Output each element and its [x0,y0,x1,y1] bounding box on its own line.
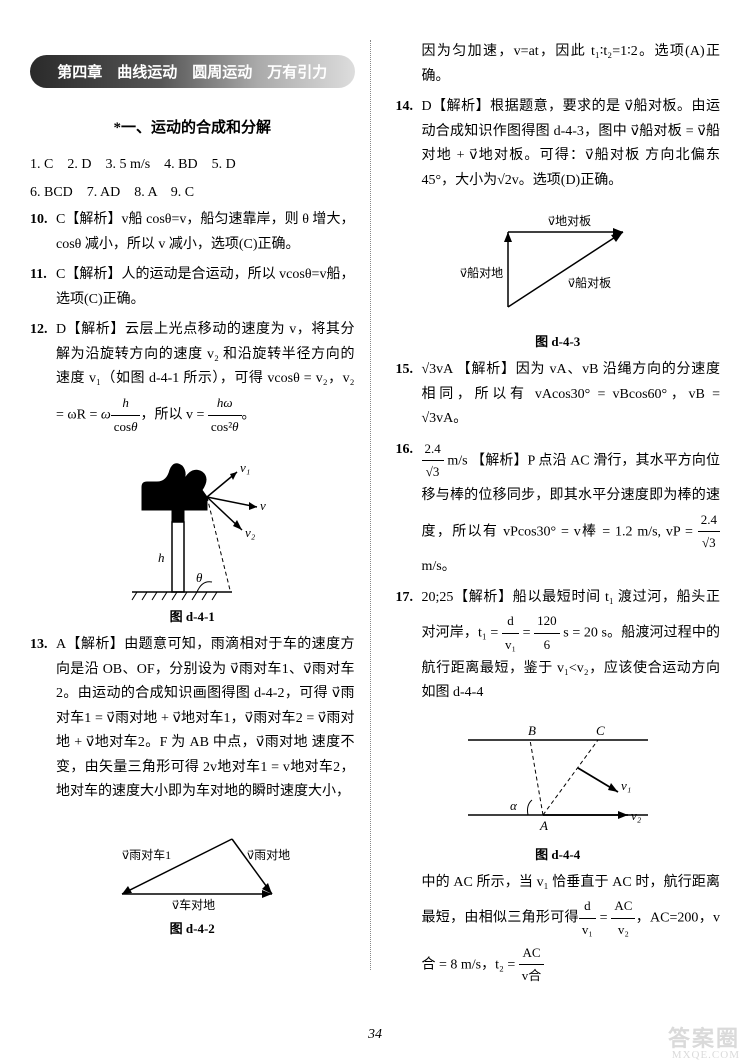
watermark-url: MXQE.COM [672,1049,740,1061]
svg-text:v⃗船对地: v⃗船对地 [460,266,503,280]
problem-17-continued: 中的 AC 所示，当 v₁ 恰垂直于 AC 时，航行距离最短，由相似三角形可得d… [396,871,721,989]
section-title: *一、运动的合成和分解 [30,116,355,137]
problem-17: 17. 20;25【解析】船以最短时间 t₁ 渡过河，船头正对河岸，t₁ = d… [396,586,721,706]
p16-text2: m/s。 [422,559,456,574]
problem-body: D【解析】云层上光点移动的速度为 v，将其分解为沿旋转方向的速度 v₂ 和沿旋转… [56,318,355,438]
problem-13-continued: 因为匀加速，v=at，因此 t₁∶t₂=1∶2。选项(A)正确。 [396,40,721,89]
problem-number: 13. [30,633,56,805]
left-column: 第四章 曲线运动 圆周运动 万有引力 *一、运动的合成和分解 1. C 2. D… [30,40,371,970]
frac-den: √3 [422,461,444,484]
figure-caption: 图 d-4-4 [396,844,721,863]
frac-num: 2.4 [422,438,444,462]
problem-14: 14. D【解析】根据题意，要求的是 v⃗船对板。由运动合成知识作图得图 d-4… [396,95,721,193]
problem-10: 10. C【解析】v船 cosθ=v，船匀速靠岸，则 θ 增大，cosθ 减小，… [30,208,355,257]
svg-text:v⃗地对板: v⃗地对板 [548,214,591,228]
svg-text:v₂: v₂ [245,525,256,540]
figure-caption: 图 d-4-1 [30,606,355,625]
figure-d-4-2: v⃗雨对车1 v⃗雨对地 v⃗车对地 图 d-4-2 [30,819,355,937]
problem-11: 11. C【解析】人的运动是合运动，所以 vcosθ=v船，选项(C)正确。 [30,263,355,312]
problem-body: 中的 AC 所示，当 v₁ 恰垂直于 AC 时，航行距离最短，由相似三角形可得d… [422,871,721,989]
problem-15: 15. √3vA 【解析】因为 vA、vB 沿绳方向的分速度相同，所以有 vAc… [396,358,721,432]
svg-text:v⃗船对板: v⃗船对板 [568,276,611,290]
problem-body: √3vA 【解析】因为 vA、vB 沿绳方向的分速度相同，所以有 vAcos30… [422,358,721,432]
svg-text:v⃗雨对地: v⃗雨对地 [247,848,290,862]
problem-body: 因为匀加速，v=at，因此 t₁∶t₂=1∶2。选项(A)正确。 [422,40,721,89]
svg-text:v: v [260,498,266,513]
problem-body: D【解析】根据题意，要求的是 v⃗船对板。由运动合成知识作图得图 d-4-3，图… [422,95,721,193]
problem-number-empty [396,40,422,89]
problem-body: C【解析】v船 cosθ=v，船匀速靠岸，则 θ 增大，cosθ 减小，所以 v… [56,208,355,257]
problem-number: 15. [396,358,422,432]
p17-e: = [596,910,612,925]
answers-line-2: 6. BCD 7. AD 8. A 9. C [30,180,355,205]
figure-d-4-3: v⃗地对板 v⃗船对地 v⃗船对板 图 d-4-3 [396,207,721,350]
p16-text: m/s 【解析】P 点沿 AC 滑行，其水平方向位移与棒的位移同步，即其水平分速… [422,453,721,539]
problem-number-empty [396,871,422,989]
problem-number: 17. [396,586,422,706]
problem-number: 16. [396,438,422,580]
svg-text:v⃗车对地: v⃗车对地 [172,897,215,912]
right-column: 因为匀加速，v=at，因此 t₁∶t₂=1∶2。选项(A)正确。 14. D【解… [391,40,721,970]
answers-line-1: 1. C 2. D 3. 5 m/s 4. BD 5. D [30,152,355,177]
chapter-title: 第四章 曲线运动 圆周运动 万有引力 [30,55,355,88]
problem-number: 11. [30,263,56,312]
problem-16: 16. 2.4√3 m/s 【解析】P 点沿 AC 滑行，其水平方向位移与棒的位… [396,438,721,580]
problem-body: A【解析】由题意可知，雨滴相对于车的速度方向是沿 OB、OF，分别设为 v⃗雨对… [56,633,355,805]
p17-b: = [519,625,534,640]
problem-12: 12. D【解析】云层上光点移动的速度为 v，将其分解为沿旋转方向的速度 v₂ … [30,318,355,438]
svg-text:A: A [539,818,548,833]
svg-text:v₁: v₁ [621,778,631,793]
problem-number: 12. [30,318,56,438]
problem-body: 20;25【解析】船以最短时间 t₁ 渡过河，船头正对河岸，t₁ = dv₁ =… [422,586,721,706]
figure-d-4-1: v₁ v v₂ h θ 图 d-4-1 [30,452,355,625]
svg-text:B: B [528,723,536,738]
page-number: 34 [368,1027,382,1043]
figure-caption: 图 d-4-3 [396,331,721,350]
problem-body: C【解析】人的运动是合运动，所以 vcosθ=v船，选项(C)正确。 [56,263,355,312]
problem-body: 2.4√3 m/s 【解析】P 点沿 AC 滑行，其水平方向位移与棒的位移同步，… [422,438,721,580]
svg-text:v₁: v₁ [240,460,250,475]
problem-13: 13. A【解析】由题意可知，雨滴相对于车的速度方向是沿 OB、OF，分别设为 … [30,633,355,805]
figure-caption: 图 d-4-2 [30,918,355,937]
svg-text:v⃗雨对车1: v⃗雨对车1 [122,847,171,862]
p12-text-b: ，所以 v = [140,407,204,422]
figure-d-4-4: B C A v₁ v₂ α 图 d-4-4 [396,720,721,863]
problem-number: 10. [30,208,56,257]
svg-text:θ: θ [196,570,203,585]
svg-text:C: C [596,723,605,738]
svg-text:h: h [158,550,165,565]
problem-number: 14. [396,95,422,193]
svg-text:v₂: v₂ [631,808,642,823]
svg-text:α: α [510,798,518,813]
